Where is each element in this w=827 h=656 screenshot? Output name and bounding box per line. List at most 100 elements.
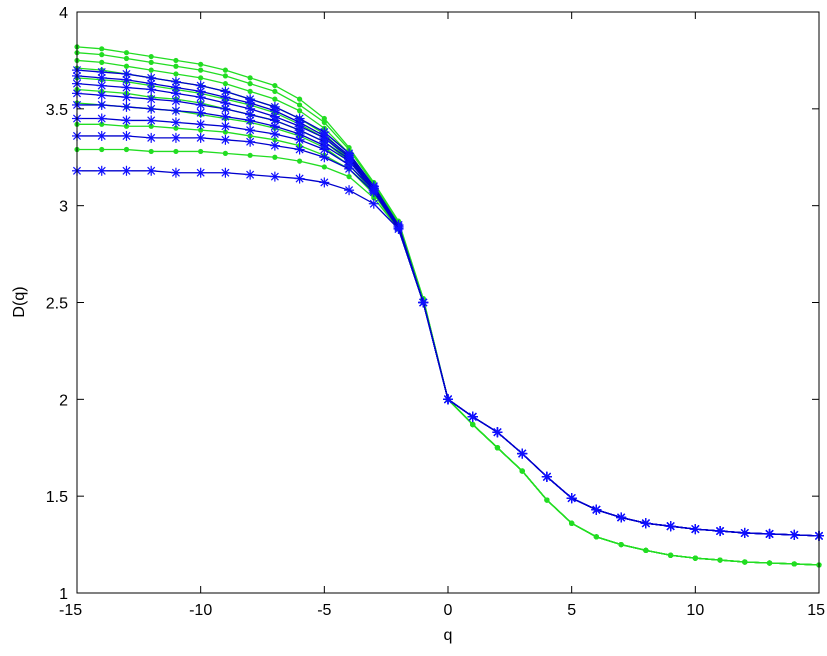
data-point: [220, 111, 231, 122]
data-point: [96, 130, 107, 141]
data-point: [321, 119, 327, 125]
data-point: [173, 71, 179, 77]
data-point: [272, 137, 278, 143]
data-point: [247, 81, 253, 87]
data-point: [198, 148, 204, 155]
data-point: [517, 448, 528, 459]
data-point: [569, 520, 575, 526]
data-point: [195, 132, 206, 143]
data-point: [146, 103, 157, 114]
data-point: [146, 115, 157, 126]
data-point: [690, 524, 701, 535]
data-point: [123, 146, 130, 153]
data-point: [640, 518, 651, 529]
data-point: [618, 541, 624, 548]
data-point: [297, 108, 303, 114]
data-point: [344, 163, 355, 174]
data-point: [245, 169, 256, 180]
data-point: [643, 547, 649, 553]
data-point: [269, 140, 280, 151]
x-tick-label: -15: [59, 602, 82, 619]
data-point: [198, 75, 204, 81]
data-point: [99, 59, 105, 65]
y-tick-label: 3: [59, 199, 68, 216]
data-point: [789, 529, 800, 540]
data-point: [494, 445, 501, 451]
data-point: [294, 144, 305, 155]
data-point: [393, 223, 404, 234]
data-point: [245, 136, 256, 147]
data-point: [220, 86, 231, 97]
data-point: [319, 177, 330, 188]
data-point: [467, 411, 478, 422]
y-tick-label: 2.5: [46, 296, 68, 313]
data-point: [269, 129, 280, 140]
data-point: [692, 555, 698, 561]
x-tick-label: -10: [189, 602, 212, 619]
data-point: [247, 133, 253, 139]
data-point: [418, 297, 429, 308]
data-point: [198, 67, 204, 73]
ticks-layer: -15 -10 -5 0 5 10 15 1 1.5 2 2.5 3 3.5 4: [46, 5, 825, 619]
data-point: [121, 101, 132, 112]
data-point: [96, 165, 107, 176]
data-point: [123, 55, 130, 62]
data-point: [319, 152, 330, 163]
data-point: [121, 130, 132, 141]
data-point: [170, 105, 181, 116]
data-point: [195, 107, 206, 118]
data-point: [222, 73, 228, 79]
data-point: [791, 561, 797, 567]
x-axis-label: q: [444, 627, 453, 644]
data-point: [272, 82, 278, 89]
data-point: [247, 152, 253, 158]
data-point: [123, 63, 130, 69]
data-point: [544, 497, 550, 503]
data-point: [297, 96, 303, 102]
x-tick-label: 15: [807, 602, 825, 619]
data-point: [148, 53, 154, 60]
data-point: [566, 493, 577, 504]
y-tick-label: 4: [59, 5, 68, 22]
data-point: [368, 187, 379, 198]
data-point: [616, 512, 627, 523]
data-point: [294, 134, 305, 145]
data-point: [593, 534, 600, 540]
y-tick-label: 2: [59, 392, 68, 409]
series-blue-16: [72, 165, 824, 541]
data-point: [121, 115, 132, 126]
data-point: [121, 82, 132, 93]
data-point: [198, 127, 204, 133]
data-point: [591, 504, 602, 515]
data-point: [247, 88, 253, 95]
data-point: [297, 102, 303, 108]
data-point: [146, 78, 157, 89]
x-tick-label: 5: [567, 602, 576, 619]
data-point: [96, 90, 107, 101]
data-point: [294, 173, 305, 184]
data-point: [148, 123, 154, 129]
data-point: [123, 50, 130, 56]
data-point: [170, 82, 181, 93]
data-point: [220, 121, 231, 132]
data-point: [346, 174, 352, 180]
data-point: [173, 63, 179, 69]
data-point: [222, 150, 228, 156]
data-point: [146, 94, 157, 105]
data-point: [742, 559, 748, 565]
data-point: [121, 92, 132, 103]
data-point: [170, 96, 181, 107]
data-point: [519, 468, 525, 474]
data-point: [195, 167, 206, 178]
data-point: [170, 132, 181, 143]
data-point: [368, 198, 379, 209]
data-point: [294, 129, 305, 140]
data-point: [272, 88, 278, 95]
data-point: [766, 560, 773, 566]
data-point: [173, 148, 179, 155]
data-point: [148, 67, 154, 73]
x-tick-label: -5: [317, 602, 331, 619]
x-tick-label: 0: [444, 602, 453, 619]
data-point: [96, 113, 107, 124]
